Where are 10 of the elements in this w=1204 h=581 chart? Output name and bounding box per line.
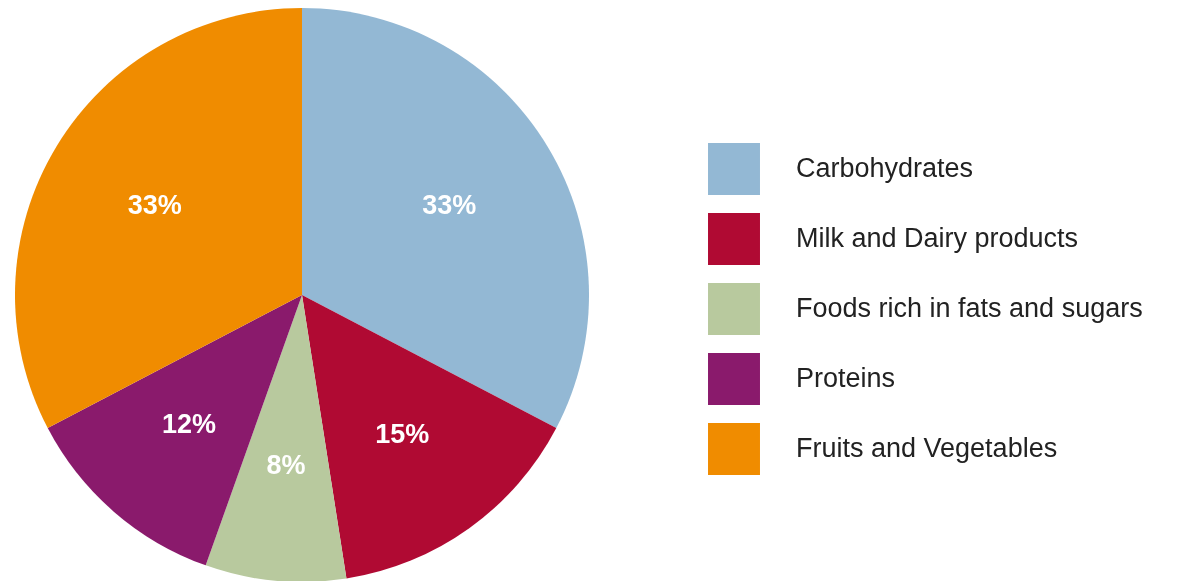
- legend-label: Fruits and Vegetables: [796, 433, 1058, 463]
- legend-label: Milk and Dairy products: [796, 223, 1079, 253]
- data-label: 33%: [127, 189, 182, 220]
- legend-label: Carbohydrates: [796, 153, 974, 183]
- data-label: 15%: [375, 418, 430, 449]
- legend-label: Foods rich in fats and sugars: [796, 293, 1143, 323]
- data-label: 33%: [422, 189, 477, 220]
- legend-label: Proteins: [796, 363, 896, 393]
- data-label: 8%: [266, 450, 306, 481]
- data-label: 12%: [162, 408, 217, 439]
